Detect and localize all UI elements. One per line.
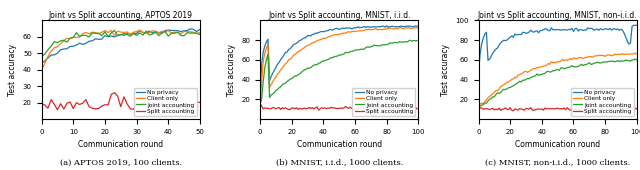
X-axis label: Communication round: Communication round [78,140,163,149]
Text: (c) MNIST, non-i.i.d., 1000 clients.: (c) MNIST, non-i.i.d., 1000 clients. [485,159,630,167]
Legend: No privacy, Client only, Joint accounting, Split accounting: No privacy, Client only, Joint accountin… [134,88,197,116]
X-axis label: Communication round: Communication round [296,140,382,149]
Text: (a) APTOS 2019, 100 clients.: (a) APTOS 2019, 100 clients. [60,159,182,167]
Title: Joint vs Split accounting, MNIST, i.i.d.: Joint vs Split accounting, MNIST, i.i.d. [268,11,410,20]
Legend: No privacy, Client only, Joint accounting, Split accounting: No privacy, Client only, Joint accountin… [571,88,634,116]
X-axis label: Communication round: Communication round [515,140,600,149]
Y-axis label: Test accuracy: Test accuracy [441,44,450,96]
Y-axis label: Test accuracy: Test accuracy [8,44,17,96]
Legend: No privacy, Client only, Joint accounting, Split accounting: No privacy, Client only, Joint accountin… [353,88,415,116]
Text: (b) MNIST, i.i.d., 1000 clients.: (b) MNIST, i.i.d., 1000 clients. [275,159,403,167]
Title: Joint vs Split accounting, MNIST, non-i.i.d.: Joint vs Split accounting, MNIST, non-i.… [478,11,637,20]
Y-axis label: Test accuracy: Test accuracy [227,44,236,96]
Title: Joint vs Split accounting, APTOS 2019: Joint vs Split accounting, APTOS 2019 [49,11,193,20]
